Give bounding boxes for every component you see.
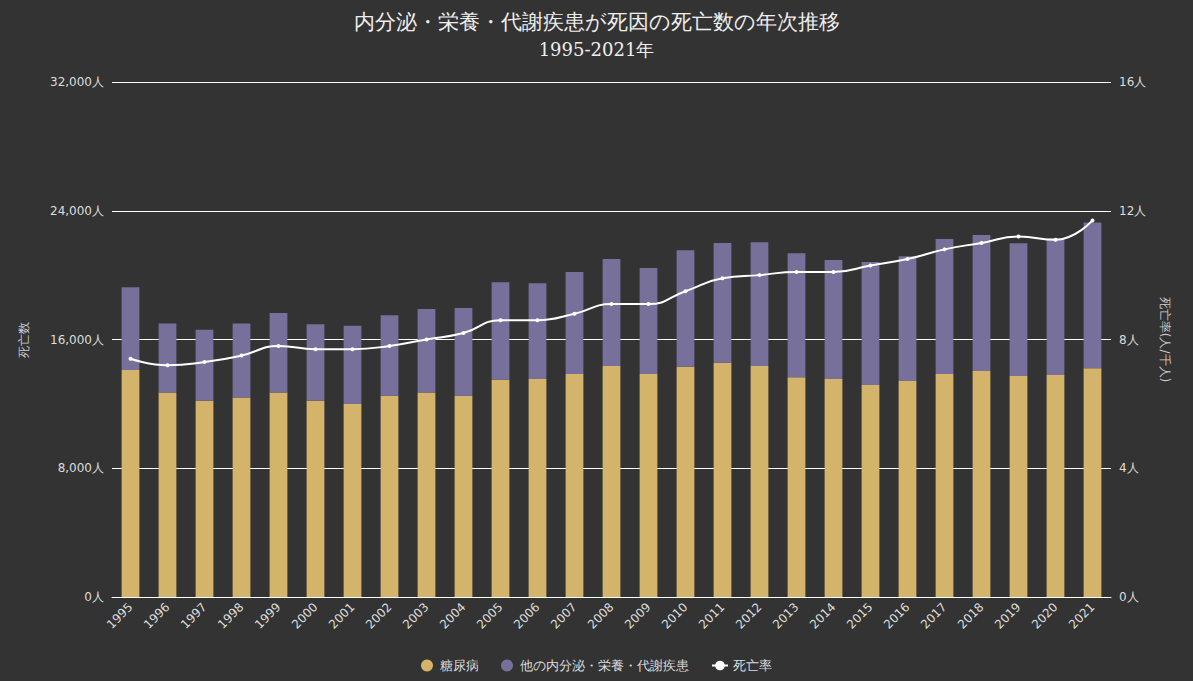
svg-text:0人: 0人: [1119, 590, 1139, 604]
svg-text:2012: 2012: [733, 600, 764, 631]
svg-text:2016: 2016: [881, 600, 912, 631]
svg-text:2014: 2014: [807, 600, 838, 631]
svg-text:糖尿病: 糖尿病: [440, 658, 479, 673]
svg-text:32,000人: 32,000人: [50, 75, 104, 89]
svg-text:2004: 2004: [437, 600, 468, 631]
svg-text:2020: 2020: [1029, 600, 1060, 631]
svg-text:1995-2021年: 1995-2021年: [539, 39, 655, 60]
svg-text:8人: 8人: [1119, 333, 1139, 347]
svg-text:2007: 2007: [548, 600, 579, 631]
svg-text:24,000人: 24,000人: [50, 204, 104, 218]
svg-text:1998: 1998: [215, 600, 246, 631]
svg-text:他の内分泌・栄養・代謝疾患: 他の内分泌・栄養・代謝疾患: [520, 658, 689, 673]
svg-text:2019: 2019: [992, 600, 1023, 631]
svg-text:2013: 2013: [770, 600, 801, 631]
svg-text:2021: 2021: [1066, 600, 1097, 631]
svg-text:1995: 1995: [104, 600, 135, 631]
svg-text:2010: 2010: [659, 600, 690, 631]
svg-text:2005: 2005: [474, 600, 505, 631]
svg-text:2018: 2018: [955, 600, 986, 631]
svg-text:1997: 1997: [178, 600, 209, 631]
svg-text:死亡率: 死亡率: [733, 658, 772, 673]
svg-text:2002: 2002: [363, 600, 394, 631]
svg-text:8,000人: 8,000人: [58, 461, 104, 475]
svg-text:12人: 12人: [1119, 204, 1146, 218]
svg-text:死亡数: 死亡数: [17, 322, 31, 358]
svg-text:内分泌・栄養・代謝疾患が死因の死亡数の年次推移: 内分泌・栄養・代謝疾患が死因の死亡数の年次推移: [354, 10, 840, 34]
svg-text:1996: 1996: [141, 600, 172, 631]
svg-text:2003: 2003: [400, 600, 431, 631]
svg-text:16人: 16人: [1119, 75, 1146, 89]
svg-text:2009: 2009: [622, 600, 653, 631]
svg-text:2008: 2008: [585, 600, 616, 631]
svg-text:2001: 2001: [326, 600, 357, 631]
svg-text:2006: 2006: [511, 600, 542, 631]
svg-text:2000: 2000: [289, 600, 320, 631]
svg-text:2015: 2015: [844, 600, 875, 631]
svg-text:4人: 4人: [1119, 461, 1139, 475]
svg-text:2011: 2011: [696, 600, 727, 631]
svg-text:0人: 0人: [84, 590, 104, 604]
svg-text:16,000人: 16,000人: [50, 333, 104, 347]
svg-text:1999: 1999: [252, 600, 283, 631]
svg-text:死亡率(人/千人): 死亡率(人/千人): [1158, 297, 1172, 382]
svg-text:2017: 2017: [918, 600, 949, 631]
